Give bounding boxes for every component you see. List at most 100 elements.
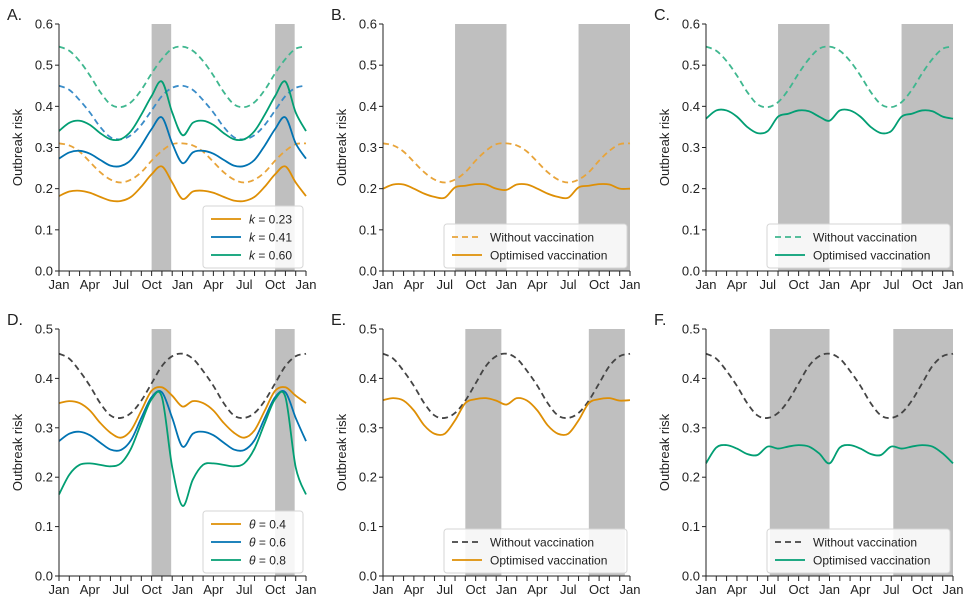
y-axis-label: Outbreak risk <box>657 413 672 491</box>
x-tick-label: Jan <box>620 582 641 597</box>
y-tick-label: 0.3 <box>359 420 377 435</box>
x-tick-label: Apr <box>203 277 224 292</box>
x-tick-label: Apr <box>850 277 871 292</box>
legend-label: θ = 0.8 <box>249 554 286 568</box>
y-tick-label: 0.1 <box>682 222 700 237</box>
x-tick-label: Apr <box>80 277 101 292</box>
legend: θ = 0.4θ = 0.6θ = 0.8 <box>202 510 304 574</box>
x-tick-label: Jul <box>436 277 453 292</box>
x-tick-label: Jan <box>620 277 641 292</box>
series-line <box>58 84 307 141</box>
legend-label: k = 0.60 <box>249 249 292 263</box>
series-line <box>58 352 307 419</box>
legend: Without vaccination Optimised vaccination <box>443 528 628 574</box>
x-tick-label: Jul <box>560 277 577 292</box>
x-tick-label: Jan <box>373 277 394 292</box>
panel-e: 0.0 0.1 0.2 0.3 0.4 0.5 Jan Apr Jul Oct Jan Apr Jul O… <box>331 312 640 597</box>
y-tick-label: 0.0 <box>359 569 377 584</box>
x-tick-label: Jan <box>696 582 717 597</box>
x-tick-label: Apr <box>527 582 548 597</box>
y-tick-label: 0.4 <box>35 99 53 114</box>
series-line <box>58 390 307 507</box>
legend-label: Without vaccination <box>813 231 917 245</box>
y-tick-label: 0.2 <box>682 470 700 485</box>
panel-label: F. <box>654 312 666 329</box>
legend-label: Optimised vaccination <box>813 554 930 568</box>
y-tick-label: 0.1 <box>359 222 377 237</box>
x-tick-label: Apr <box>203 582 224 597</box>
y-tick-label: 0.6 <box>682 17 700 32</box>
y-tick-label: 0.6 <box>359 17 377 32</box>
x-tick-label: Jan <box>296 277 317 292</box>
y-tick-label: 0.4 <box>35 371 53 386</box>
panel-label: A. <box>7 7 22 24</box>
x-tick-label: Oct <box>912 582 933 597</box>
y-tick-label: 0.2 <box>359 181 377 196</box>
panel-c: 0.0 0.1 0.2 0.3 0.4 0.5 0.6 Jan Apr Jul Oct Jan Apr J… <box>654 7 963 292</box>
legend-box <box>766 528 951 574</box>
y-axis-label: Outbreak risk <box>10 108 25 186</box>
x-tick-label: Jan <box>819 582 840 597</box>
x-tick-label: Jul <box>112 582 129 597</box>
x-tick-label: Jul <box>759 277 776 292</box>
legend-label: Without vaccination <box>490 231 594 245</box>
panel-f: 0.0 0.1 0.2 0.3 0.4 0.5 Jan Apr Jul Oct Jan Apr Jul O… <box>654 312 963 597</box>
series-line <box>58 165 307 203</box>
legend-value: = 0.4 <box>256 518 287 532</box>
series-line <box>58 45 307 109</box>
x-tick-label: Jan <box>49 582 70 597</box>
y-tick-label: 0.3 <box>359 140 377 155</box>
x-tick-label: Oct <box>265 277 286 292</box>
legend: Without vaccination Optimised vaccination <box>766 223 951 269</box>
series-line <box>58 390 307 452</box>
x-tick-label: Oct <box>589 582 610 597</box>
legend-box <box>202 205 304 269</box>
legend-symbol: k <box>249 249 256 263</box>
series-line <box>382 142 631 184</box>
x-tick-label: Jan <box>943 277 964 292</box>
x-tick-label: Jan <box>496 277 517 292</box>
x-tick-label: Apr <box>404 582 425 597</box>
series-line <box>58 142 307 184</box>
y-tick-label: 0.5 <box>35 58 53 73</box>
x-tick-label: Oct <box>912 277 933 292</box>
x-tick-label: Jan <box>172 277 193 292</box>
series-line <box>705 45 954 109</box>
legend-box <box>202 510 304 574</box>
x-tick-label: Jul <box>883 582 900 597</box>
x-tick-label: Jul <box>236 277 253 292</box>
x-tick-label: Jul <box>236 582 253 597</box>
x-tick-label: Oct <box>589 277 610 292</box>
y-tick-label: 0.1 <box>35 222 53 237</box>
y-tick-label: 0.5 <box>682 58 700 73</box>
x-tick-label: Oct <box>466 277 487 292</box>
legend-symbol: θ <box>249 536 256 550</box>
legend: Without vaccination Optimised vaccination <box>766 528 951 574</box>
x-tick-label: Apr <box>80 582 101 597</box>
y-tick-label: 0.0 <box>682 569 700 584</box>
x-tick-label: Oct <box>466 582 487 597</box>
legend-symbol: k <box>249 231 256 245</box>
series-line <box>58 80 307 142</box>
y-tick-label: 0.4 <box>682 371 700 386</box>
x-tick-label: Oct <box>789 582 810 597</box>
panel-label: B. <box>331 7 346 24</box>
x-tick-label: Jan <box>373 582 394 597</box>
legend-value: = 0.8 <box>256 554 287 568</box>
series-line <box>705 108 954 135</box>
y-tick-label: 0.1 <box>682 519 700 534</box>
series-line <box>58 386 307 439</box>
panel-label: E. <box>331 312 346 329</box>
legend-box <box>443 223 628 269</box>
x-tick-label: Apr <box>850 582 871 597</box>
y-axis-label: Outbreak risk <box>334 108 349 186</box>
x-tick-label: Apr <box>404 277 425 292</box>
x-tick-label: Jan <box>49 277 70 292</box>
series-line <box>705 352 954 419</box>
y-tick-label: 0.1 <box>35 519 53 534</box>
y-tick-label: 0.0 <box>35 569 53 584</box>
x-tick-label: Jan <box>296 582 317 597</box>
x-tick-label: Oct <box>142 277 163 292</box>
y-tick-label: 0.4 <box>359 371 377 386</box>
